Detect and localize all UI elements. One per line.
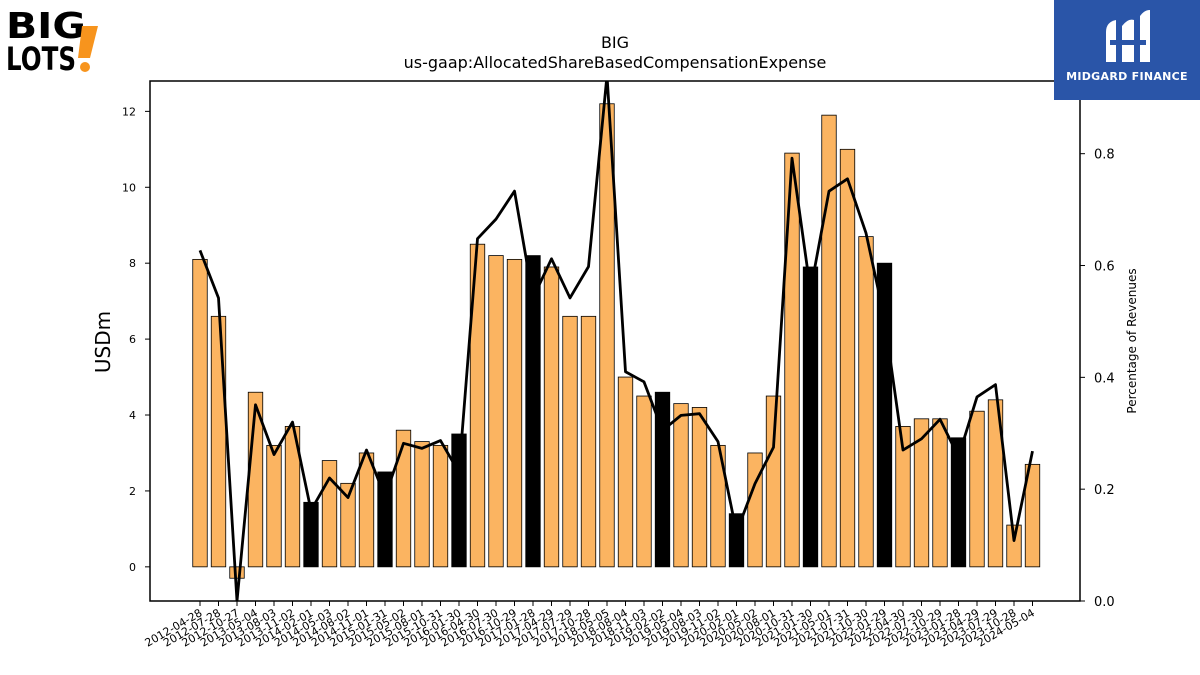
partner-wordmark: MIDGARD FINANCE xyxy=(1066,70,1188,83)
y-tick-label: 8 xyxy=(129,257,136,270)
bar-2023-07-29 xyxy=(987,399,1004,568)
bar-2023-10-28 xyxy=(1006,524,1022,568)
bar-2015-10-31 xyxy=(432,444,449,568)
bar-2021-10-30 xyxy=(858,236,874,568)
bar-2014-02-01 xyxy=(303,501,319,568)
x-axis: 2012-04-282012-07-282012-10-272013-05-04… xyxy=(143,601,1037,650)
bar-2020-02-01 xyxy=(728,513,745,568)
bar-2024-05-04 xyxy=(1024,463,1041,568)
bar-2014-05-03 xyxy=(321,460,338,568)
bar-2016-07-30 xyxy=(488,255,504,568)
y-tick-label: 2 xyxy=(129,485,136,498)
big-lots-logo: BIG LOTS xyxy=(4,4,104,78)
bar-2012-10-27 xyxy=(229,566,245,579)
bar-2017-01-28 xyxy=(525,255,541,568)
bar-2020-05-02 xyxy=(747,452,763,568)
bar-2022-04-30 xyxy=(895,425,911,568)
bar-2022-07-30 xyxy=(913,418,930,568)
y2-tick-label: 0.8 xyxy=(1094,148,1115,163)
y2-axis-label: Percentage of Revenues xyxy=(1125,268,1139,413)
bar-2015-01-31 xyxy=(377,471,393,568)
midgard-finance-logo: MIDGARD FINANCE xyxy=(1054,0,1200,100)
bar-2021-07-31 xyxy=(839,148,856,568)
y-tick-label: 6 xyxy=(129,333,136,346)
bar-2020-08-01 xyxy=(765,395,782,568)
y-tick-label: 12 xyxy=(122,105,136,118)
y2-tick-label: 0.6 xyxy=(1094,260,1115,275)
y-tick-label: 4 xyxy=(129,409,136,422)
bar-2023-01-28 xyxy=(950,437,967,568)
svg-text:LOTS: LOTS xyxy=(6,40,76,76)
y-axis-right: 0.0 0.2 0.4 0.6 0.8 xyxy=(1080,148,1115,610)
bar-2019-02-02 xyxy=(654,391,671,568)
y2-tick-label: 0.0 xyxy=(1094,595,1115,610)
svg-text:BIG: BIG xyxy=(6,6,86,47)
revenue-percentage-line xyxy=(198,81,1034,601)
bar-2021-05-01 xyxy=(821,114,837,568)
bar-2012-07-28 xyxy=(210,315,227,568)
bar-2020-10-31 xyxy=(784,152,800,568)
y-axis-label: USDm xyxy=(91,311,115,373)
chart-title: BIG xyxy=(601,33,629,52)
bar-2016-01-30 xyxy=(451,433,467,568)
plot-frame xyxy=(149,80,1081,602)
bars-layer xyxy=(192,103,1041,579)
bar-2012-04-28 xyxy=(192,258,208,568)
y-tick-label: 10 xyxy=(122,181,136,194)
bar-2023-04-29 xyxy=(969,410,985,568)
bar-2018-11-03 xyxy=(636,395,652,568)
bar-2014-08-02 xyxy=(340,482,356,568)
y2-tick-label: 0.2 xyxy=(1094,483,1115,498)
bar-2013-08-03 xyxy=(266,444,282,568)
bar-2017-04-29 xyxy=(543,266,560,568)
bar-2022-01-29 xyxy=(876,262,893,568)
chart-subtitle: us-gaap:AllocatedShareBasedCompensationE… xyxy=(404,53,827,72)
bar-2021-01-30 xyxy=(802,266,819,568)
y-tick-label: 0 xyxy=(129,561,136,574)
bar-2016-10-29 xyxy=(506,258,523,568)
bar-2015-05-02 xyxy=(395,429,412,568)
bar-2022-10-29 xyxy=(932,418,948,568)
bar-2017-10-28 xyxy=(580,315,597,568)
midgard-mark-icon xyxy=(1106,10,1150,63)
bar-2018-05-05 xyxy=(599,103,615,568)
y2-tick-label: 0.4 xyxy=(1094,371,1115,386)
bar-2019-05-04 xyxy=(673,403,689,568)
bar-2018-08-04 xyxy=(617,376,634,568)
bar-2015-08-01 xyxy=(414,441,430,568)
bar-2014-11-01 xyxy=(358,452,375,568)
bar-2019-08-03 xyxy=(691,407,708,568)
bar-2017-07-29 xyxy=(562,315,578,568)
line-layer xyxy=(198,81,1034,601)
y-axis-left: 0 2 4 6 8 10 12 xyxy=(122,105,150,574)
